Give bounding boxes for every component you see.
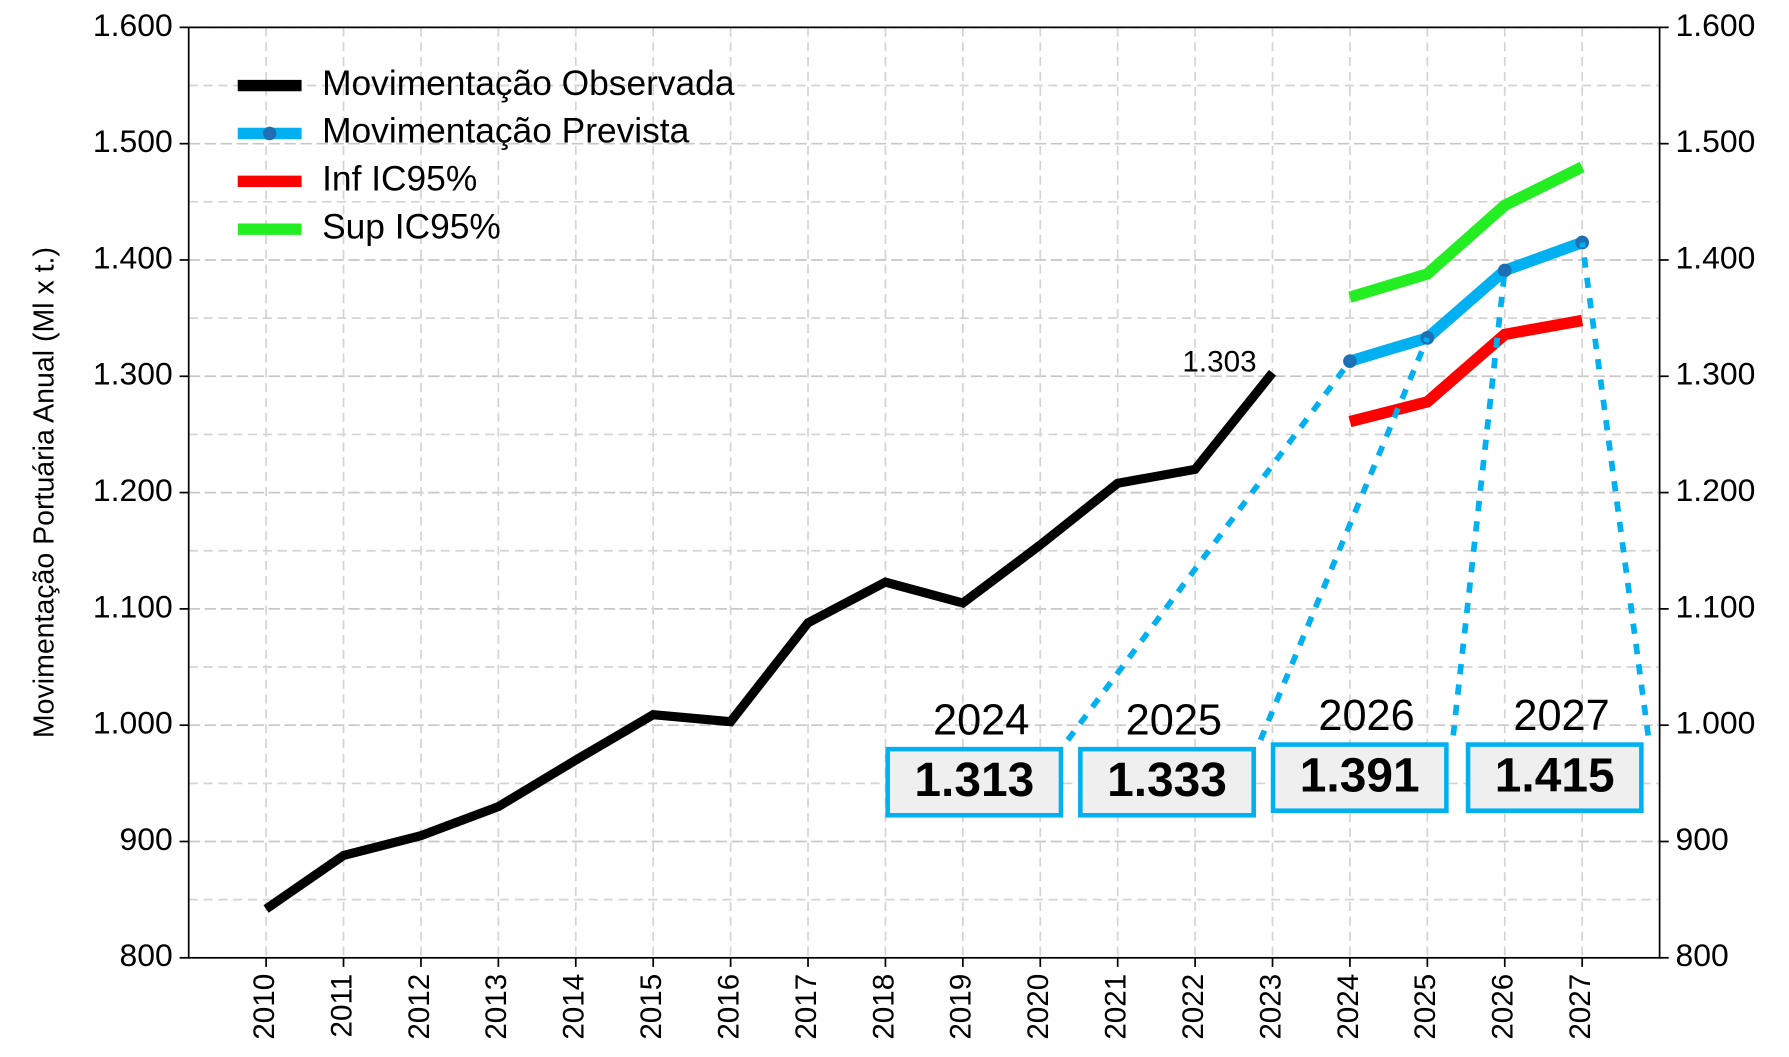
- y-tick-label: 1.200: [93, 472, 173, 508]
- x-tick-label: 2014: [558, 974, 591, 1040]
- callout-connector: [1579, 242, 1652, 736]
- x-tick-label: 2020: [1022, 974, 1055, 1040]
- callout-box: [1270, 742, 1449, 813]
- legend-marker: [262, 126, 277, 141]
- series-line: [1348, 314, 1584, 428]
- data-label: 1.303: [1182, 345, 1256, 378]
- x-tick-label: 2021: [1100, 974, 1133, 1040]
- callout-year: 2027: [1513, 692, 1609, 740]
- y2-tick-label: 1.100: [1676, 588, 1756, 624]
- y2-tick-label: 1.400: [1676, 239, 1756, 275]
- series-line: [1348, 237, 1585, 367]
- callout-year: 2025: [1126, 696, 1222, 744]
- x-tick-label: 2024: [1332, 974, 1365, 1040]
- legend-label: Movimentação Observada: [322, 64, 735, 103]
- forecast-marker: [1497, 263, 1512, 278]
- x-tick-label: 2025: [1409, 974, 1442, 1040]
- y-tick-label: 1.300: [93, 356, 173, 392]
- callout-connector: [1257, 336, 1430, 742]
- y2-tick-label: 800: [1676, 937, 1729, 973]
- callout-box: [1465, 742, 1644, 813]
- legend-label: Sup IC95%: [322, 208, 501, 247]
- x-tick-label: 2015: [635, 974, 668, 1040]
- series-line: [263, 369, 1277, 913]
- y-tick-label: 1.000: [93, 705, 173, 741]
- data-label: 1.313: [914, 754, 1034, 807]
- x-tick-label: 2022: [1177, 974, 1210, 1040]
- data-label: 1.391: [1300, 749, 1420, 802]
- y2-tick-label: 1.500: [1676, 123, 1756, 159]
- callout-connector: [1065, 359, 1353, 742]
- x-tick-label: 2026: [1487, 974, 1520, 1040]
- callout-connector: [1450, 270, 1508, 736]
- callout-year: 2024: [933, 696, 1029, 744]
- x-tick-label: 2018: [867, 974, 900, 1040]
- y2-tick-label: 900: [1676, 821, 1729, 857]
- y2-tick-label: 1.200: [1676, 472, 1756, 508]
- y-tick-label: 1.500: [93, 123, 173, 159]
- legend-label: Movimentação Prevista: [322, 112, 690, 151]
- callout-year: 2026: [1318, 692, 1414, 740]
- x-tick-label: 2016: [712, 974, 745, 1040]
- y-axis-label: Movimentação Portuária Anual (Ml x t.): [29, 247, 61, 738]
- x-tick-label: 2012: [403, 974, 436, 1040]
- y-tick-label: 900: [119, 821, 172, 857]
- callout-box: [1078, 746, 1256, 818]
- y-tick-label: 1.600: [93, 7, 173, 43]
- data-label: 1.333: [1107, 754, 1227, 807]
- y2-tick-label: 1.300: [1676, 356, 1756, 392]
- y2-tick-label: 1.000: [1676, 705, 1756, 741]
- legend-label: Inf IC95%: [322, 160, 477, 199]
- callout-box: [885, 746, 1064, 818]
- x-tick-label: 2011: [325, 974, 358, 1038]
- x-tick-label: 2027: [1564, 974, 1597, 1040]
- x-tick-label: 2017: [790, 974, 823, 1040]
- x-tick-label: 2023: [1254, 974, 1287, 1040]
- data-label: 1.415: [1495, 749, 1615, 802]
- y-tick-label: 800: [119, 937, 172, 973]
- plot-frame: [187, 26, 1661, 959]
- x-tick-label: 2019: [945, 974, 978, 1040]
- x-tick-label: 2010: [248, 974, 281, 1040]
- y2-tick-label: 1.600: [1676, 7, 1756, 43]
- series-line: [1348, 161, 1585, 303]
- y-tick-label: 1.400: [93, 239, 173, 275]
- x-tick-label: 2013: [480, 974, 513, 1040]
- forecast-marker: [1575, 235, 1590, 250]
- y-tick-label: 1.100: [93, 588, 173, 624]
